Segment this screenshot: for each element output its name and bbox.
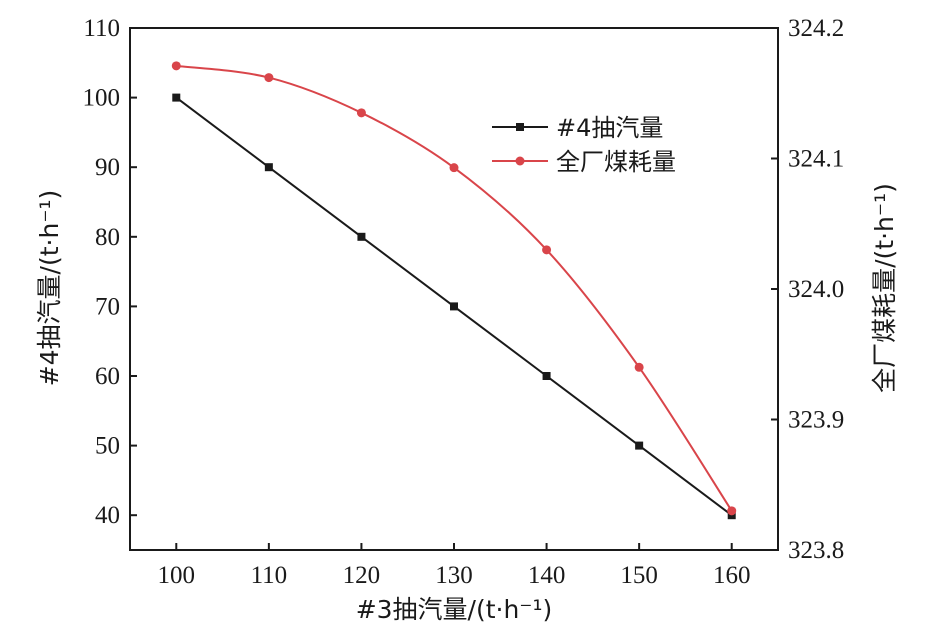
series-2-point: [727, 506, 737, 516]
series-line-2: [176, 64, 733, 512]
series-1-point: [357, 232, 366, 241]
right-y-tick-label: 324.2: [788, 15, 844, 42]
series-2-point: [264, 73, 274, 83]
right-y-tick-label: 324.1: [788, 146, 844, 173]
x-tick-label: 100: [158, 562, 196, 589]
x-axis-ticks: 100 110 120 130 140 150 160: [158, 543, 751, 589]
series-1-point: [450, 302, 458, 311]
legend: #4抽汽量 全厂煤耗量: [492, 114, 676, 176]
right-y-axis-ticks: 323.8 323.9 324.0 324.1 324.2: [771, 15, 844, 564]
x-tick-label: 110: [251, 562, 288, 589]
left-y-tick-label: 40: [95, 502, 120, 529]
right-y-axis-label: 全厂煤耗量/(t·h⁻¹): [870, 183, 899, 393]
right-y-tick-label: 323.8: [788, 537, 844, 564]
legend-marker-series-2: [515, 156, 525, 166]
left-y-tick-label: 90: [95, 154, 120, 181]
x-tick-label: 150: [620, 562, 658, 589]
series-2-point: [542, 245, 552, 255]
series-1-point: [172, 93, 181, 102]
left-y-tick-label: 100: [83, 85, 121, 112]
series-1-point: [635, 441, 644, 450]
left-y-tick-label: 50: [95, 433, 120, 460]
series-1-point: [542, 372, 551, 380]
series-2-point: [356, 108, 366, 118]
left-y-tick-label: 80: [95, 224, 120, 251]
left-y-axis-ticks: 40 50 60 70 80 90 100 110: [83, 15, 137, 529]
right-y-tick-label: 323.9: [788, 407, 844, 434]
legend-marker-series-1: [516, 123, 524, 131]
series-2-point: [634, 362, 644, 372]
left-y-tick-label: 60: [95, 363, 120, 390]
left-y-tick-label: 110: [83, 15, 120, 42]
legend-label-series-2: 全厂煤耗量: [556, 148, 676, 176]
legend-label-series-1: #4抽汽量: [556, 114, 663, 142]
series-markers: [171, 61, 737, 520]
series-2-point: [449, 163, 459, 173]
x-tick-label: 130: [435, 562, 473, 589]
x-tick-label: 120: [343, 562, 381, 589]
plot-area-border: [129, 27, 779, 551]
x-tick-label: 140: [528, 562, 566, 589]
left-y-tick-label: 70: [95, 293, 120, 320]
x-axis-label: #3抽汽量/(t·h⁻¹): [356, 595, 553, 624]
right-y-tick-label: 324.0: [788, 276, 844, 303]
left-y-axis-label: #4抽汽量/(t·h⁻¹): [35, 190, 64, 387]
series-1-point: [264, 163, 273, 172]
axes-frame: [129, 27, 779, 551]
x-tick-label: 160: [713, 562, 751, 589]
series-2-point: [171, 61, 181, 71]
